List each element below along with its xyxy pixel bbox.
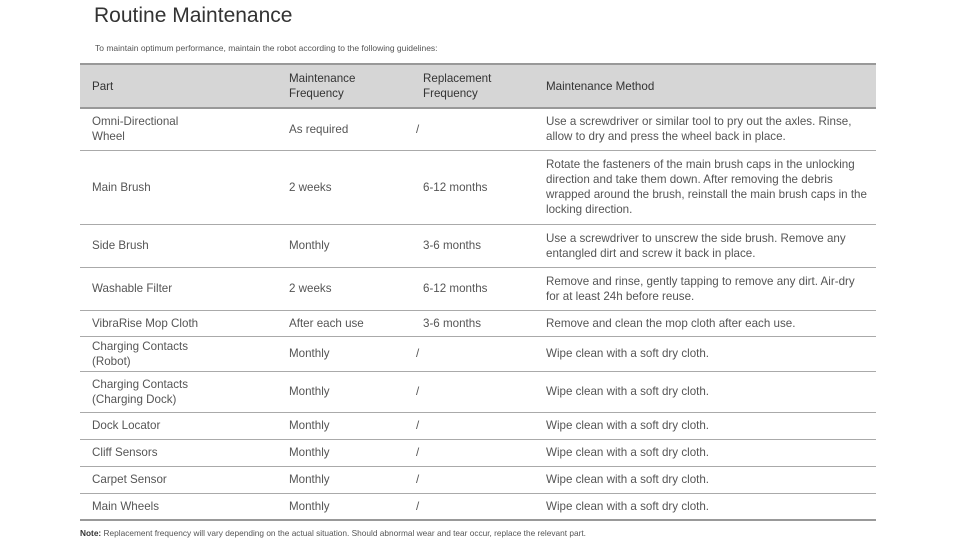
table-row: Main Wheels Monthly / Wipe clean with a sof… [80, 493, 876, 521]
maintenance-table: Part Maintenance Frequency Replacement F… [80, 63, 876, 521]
page-title: Routine Maintenance [94, 4, 293, 27]
cell-replacement-frequency: / [411, 412, 538, 440]
cell-replacement-frequency: 3-6 months [411, 224, 538, 268]
cell-maintenance-frequency: Monthly [277, 371, 411, 413]
cell-maintenance-frequency: Monthly [277, 336, 411, 372]
cell-replacement-frequency: 6-12 months [411, 150, 538, 225]
cell-maintenance-method: Use a screwdriver or similar tool to pry… [538, 108, 876, 151]
cell-maintenance-method: Rotate the fasteners of the main brush c… [538, 150, 876, 225]
cell-maintenance-frequency: Monthly [277, 224, 411, 268]
cell-maintenance-frequency: 2 weeks [277, 267, 411, 311]
table-row: Main Brush 2 weeks 6-12 months Rotate the f… [80, 150, 876, 225]
header-maintenance-frequency: Maintenance Frequency [277, 63, 411, 109]
table-header-row: Part Maintenance Frequency Replacement F… [80, 63, 876, 109]
cell-part: Washable Filter [80, 267, 277, 311]
cell-maintenance-frequency: Monthly [277, 493, 411, 521]
cell-part: Omni-Directional Wheel [80, 108, 277, 151]
cell-replacement-frequency: / [411, 336, 538, 372]
cell-maintenance-method: Remove and rinse, gently tapping to remo… [538, 267, 876, 311]
header-maintenance-method: Maintenance Method [538, 63, 876, 109]
cell-replacement-frequency: / [411, 466, 538, 494]
cell-part: Dock Locator [80, 412, 277, 440]
header-replacement-frequency: Replacement Frequency [411, 63, 538, 109]
cell-part: Charging Contacts (Charging Dock) [80, 371, 277, 413]
cell-maintenance-method: Wipe clean with a soft dry cloth. [538, 493, 876, 521]
table-row: Omni-Directional Wheel As required / Use a … [80, 108, 876, 151]
table-row: VibraRise Mop Cloth After each use 3-6 mon… [80, 310, 876, 337]
table-row: Side Brush Monthly 3-6 months Use a screwdr… [80, 224, 876, 268]
cell-maintenance-method: Use a screwdriver to unscrew the side br… [538, 224, 876, 268]
cell-maintenance-frequency: As required [277, 108, 411, 151]
note-text: Replacement frequency will vary dependin… [103, 528, 586, 538]
note-label: Note: [80, 528, 102, 538]
cell-part: Main Wheels [80, 493, 277, 521]
cell-part: Cliff Sensors [80, 439, 277, 467]
header-part: Part [80, 63, 277, 109]
cell-maintenance-frequency: Monthly [277, 439, 411, 467]
table-row: Charging Contacts (Charging Dock) Monthly… [80, 371, 876, 413]
cell-part: Carpet Sensor [80, 466, 277, 494]
header-replacement-frequency-text: Replacement Frequency [423, 72, 492, 100]
cell-maintenance-method: Remove and clean the mop cloth after eac… [538, 310, 876, 337]
cell-replacement-frequency: / [411, 371, 538, 413]
table-row: Dock Locator Monthly / Wipe clean with a so… [80, 412, 876, 440]
cell-part: Main Brush [80, 150, 277, 225]
cell-maintenance-method: Wipe clean with a soft dry cloth. [538, 439, 876, 467]
cell-replacement-frequency: / [411, 439, 538, 467]
footnote: Note: Replacement frequency will vary de… [80, 528, 876, 539]
cell-replacement-frequency: 6-12 months [411, 267, 538, 311]
cell-replacement-frequency: 3-6 months [411, 310, 538, 337]
cell-replacement-frequency: / [411, 108, 538, 151]
intro-text: To maintain optimum performance, maintai… [95, 43, 438, 53]
cell-part: Side Brush [80, 224, 277, 268]
table-row: Washable Filter 2 weeks 6-12 months Remove … [80, 267, 876, 311]
cell-maintenance-frequency: Monthly [277, 412, 411, 440]
cell-replacement-frequency: / [411, 493, 538, 521]
table-row: Charging Contacts (Robot) Monthly / Wipe cl… [80, 336, 876, 372]
table-row: Carpet Sensor Monthly / Wipe clean with a s… [80, 466, 876, 494]
cell-maintenance-method: Wipe clean with a soft dry cloth. [538, 336, 876, 372]
cell-maintenance-frequency: Monthly [277, 466, 411, 494]
cell-maintenance-method: Wipe clean with a soft dry cloth. [538, 466, 876, 494]
content-flow: Part Maintenance Frequency Replacement F… [80, 63, 876, 539]
cell-part: Charging Contacts (Robot) [80, 336, 277, 372]
cell-maintenance-frequency: After each use [277, 310, 411, 337]
cell-part: VibraRise Mop Cloth [80, 310, 277, 337]
cell-maintenance-method: Wipe clean with a soft dry cloth. [538, 412, 876, 440]
table-row: Cliff Sensors Monthly / Wipe clean with a s… [80, 439, 876, 467]
header-maintenance-frequency-text: Maintenance Frequency [289, 72, 356, 100]
cell-maintenance-method: Wipe clean with a soft dry cloth. [538, 371, 876, 413]
cell-maintenance-frequency: 2 weeks [277, 150, 411, 225]
